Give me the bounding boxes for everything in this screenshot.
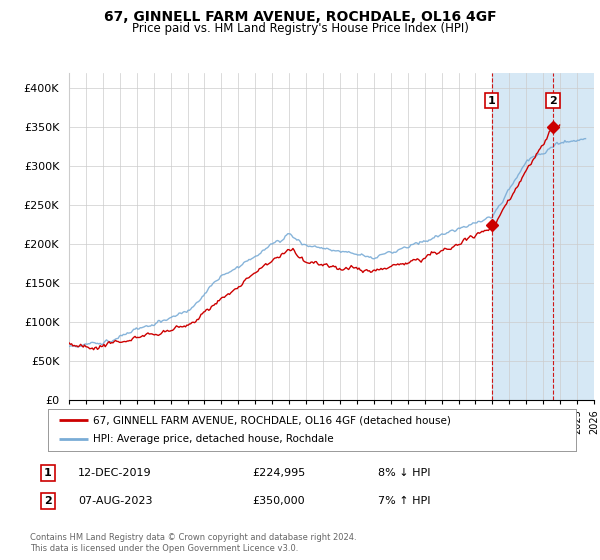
Text: HPI: Average price, detached house, Rochdale: HPI: Average price, detached house, Roch… bbox=[93, 435, 334, 445]
Text: 67, GINNELL FARM AVENUE, ROCHDALE, OL16 4GF (detached house): 67, GINNELL FARM AVENUE, ROCHDALE, OL16 … bbox=[93, 415, 451, 425]
Text: Contains HM Land Registry data © Crown copyright and database right 2024.
This d: Contains HM Land Registry data © Crown c… bbox=[30, 533, 356, 553]
Text: 07-AUG-2023: 07-AUG-2023 bbox=[78, 496, 152, 506]
Text: Price paid vs. HM Land Registry's House Price Index (HPI): Price paid vs. HM Land Registry's House … bbox=[131, 22, 469, 35]
Text: 7% ↑ HPI: 7% ↑ HPI bbox=[378, 496, 431, 506]
Bar bbox=[493, 73, 594, 400]
Text: 1: 1 bbox=[44, 468, 52, 478]
Text: 2: 2 bbox=[44, 496, 52, 506]
Text: 2: 2 bbox=[549, 96, 557, 106]
Text: 12-DEC-2019: 12-DEC-2019 bbox=[78, 468, 152, 478]
Text: 8% ↓ HPI: 8% ↓ HPI bbox=[378, 468, 431, 478]
Text: £224,995: £224,995 bbox=[252, 468, 305, 478]
Text: £350,000: £350,000 bbox=[252, 496, 305, 506]
Text: 67, GINNELL FARM AVENUE, ROCHDALE, OL16 4GF: 67, GINNELL FARM AVENUE, ROCHDALE, OL16 … bbox=[104, 10, 496, 24]
Text: 1: 1 bbox=[488, 96, 496, 106]
